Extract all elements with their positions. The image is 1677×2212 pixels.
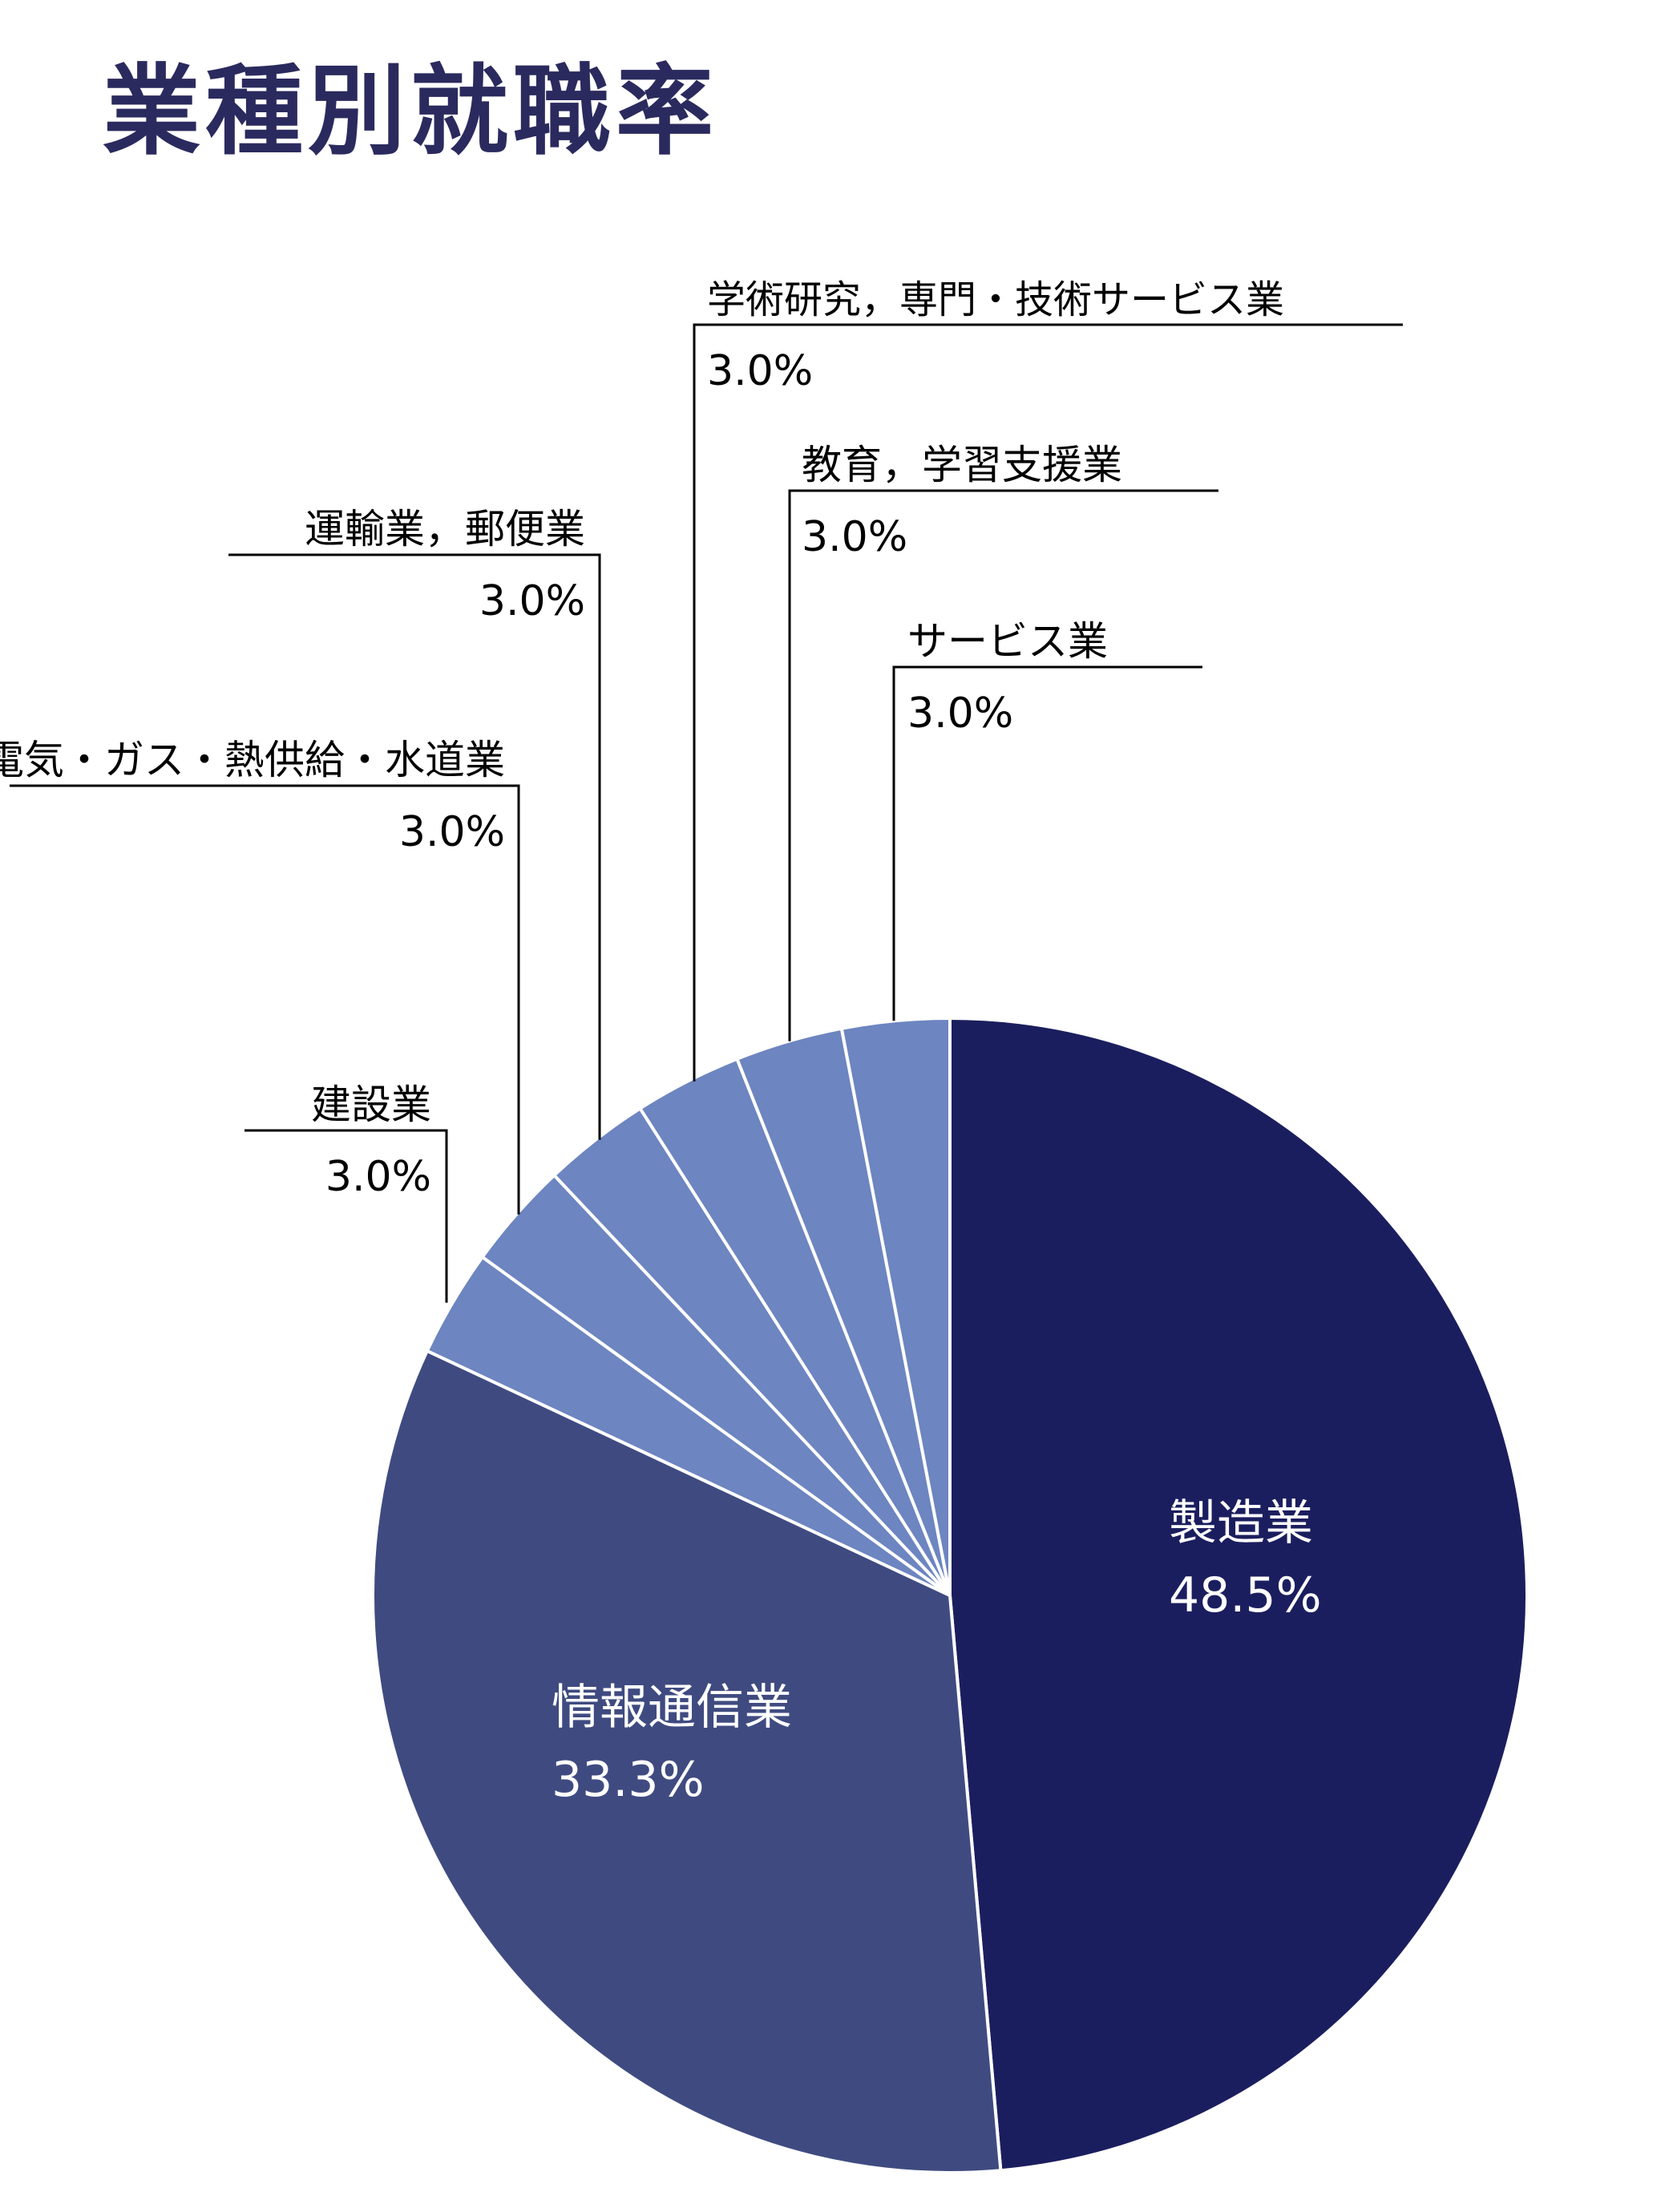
leader-line-3 (10, 784, 520, 1215)
pie-slice-1 (371, 1349, 1003, 2174)
slice-label-3: 電気・ガス・熱供給・水道業 (0, 737, 505, 783)
slice-label-5: 学術研究，専門・技術サービス業 (707, 277, 1284, 322)
slice-value-2: 3.0% (325, 1153, 431, 1201)
leader-line-2 (244, 1129, 448, 1303)
slice-value-5: 3.0% (707, 347, 813, 395)
chart-title: 業種別就職率 (103, 55, 718, 168)
slice-value-0: 48.5% (1169, 1567, 1322, 1624)
slice-label-0: 製造業 (1169, 1495, 1313, 1551)
leader-line-7 (892, 665, 1202, 1021)
leader-line-6 (788, 489, 1218, 1041)
slice-value-6: 3.0% (802, 513, 907, 561)
leader-line-4 (228, 553, 601, 1140)
slice-value-1: 33.3% (552, 1752, 705, 1808)
leader-line-5 (693, 323, 1403, 1082)
slice-label-4: 運輸業，郵便業 (305, 506, 585, 552)
slice-value-3: 3.0% (399, 808, 505, 856)
slice-label-1: 情報通信業 (552, 1680, 792, 1736)
slice-value-4: 3.0% (479, 577, 585, 625)
pie-slice-7 (839, 1016, 952, 1596)
slice-value-7: 3.0% (907, 689, 1013, 738)
slice-label-7: サービス業 (907, 618, 1108, 665)
slice-label-2: 建設業 (311, 1082, 431, 1128)
slice-label-6: 教育，学習支援業 (802, 442, 1122, 488)
pie-slice-0 (948, 1016, 1530, 2173)
